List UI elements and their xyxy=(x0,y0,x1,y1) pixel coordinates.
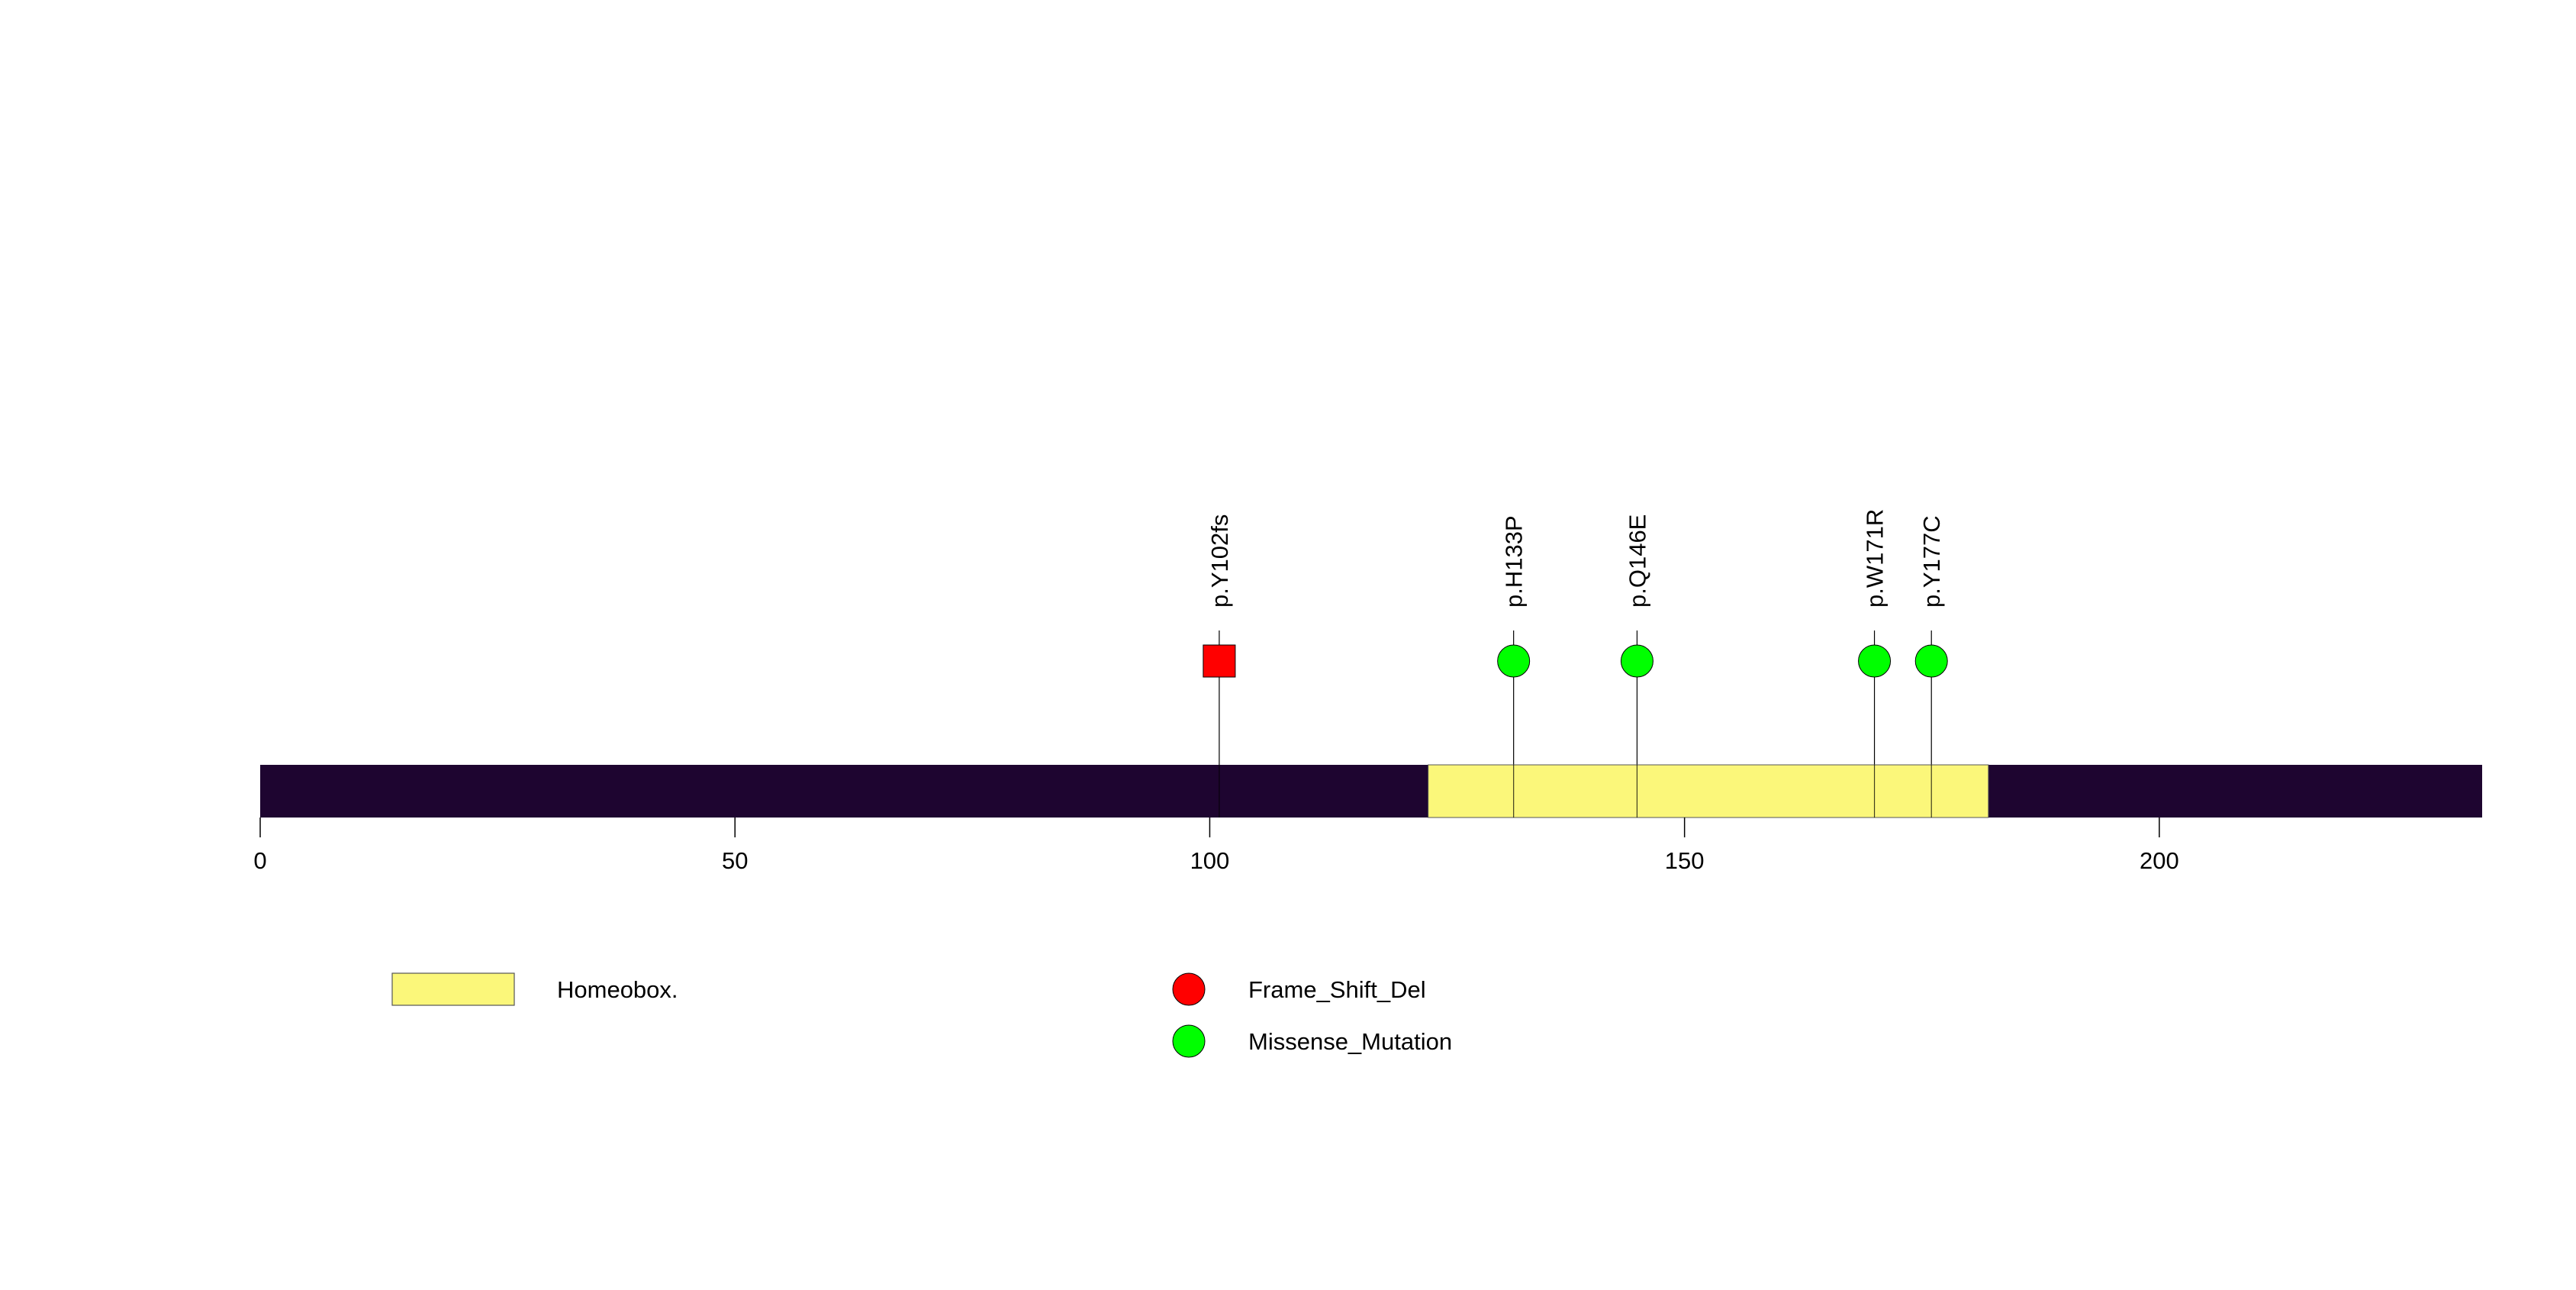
legend-mutation-label: Frame_Shift_Del xyxy=(1248,976,1426,1003)
x-axis: 0 50 100 150 200 xyxy=(253,818,2179,874)
missense-marker xyxy=(1914,644,1948,678)
mutation-label: p.W171R xyxy=(1862,509,1889,608)
missense-marker xyxy=(1497,644,1531,678)
legend-domain-label: Homeobox. xyxy=(557,976,678,1003)
mutation-label: p.Y177C xyxy=(1918,515,1945,608)
missense-marker xyxy=(1858,644,1892,678)
x-tick-label: 100 xyxy=(1190,847,1230,874)
mutation-labels: p.Y102fs p.H133P p.Q146E p.W171R p.Y177C xyxy=(1206,509,1945,608)
mutation-stems-over-domain xyxy=(1219,765,1932,818)
domain-homeobox xyxy=(1428,764,1989,818)
missense-marker xyxy=(1620,644,1653,678)
protein-backbone xyxy=(260,765,2482,818)
mutation-label: p.Y102fs xyxy=(1206,514,1233,608)
legend-mutation-marker xyxy=(1172,1024,1206,1058)
legend-mutation-label: Missense_Mutation xyxy=(1248,1028,1452,1055)
x-tick-label: 0 xyxy=(253,847,266,874)
protein-backbone-group xyxy=(260,764,2482,818)
x-tick-label: 200 xyxy=(2140,847,2179,874)
x-tick-label: 50 xyxy=(722,847,748,874)
mutation-label: p.H133P xyxy=(1501,515,1528,608)
mutation-markers xyxy=(1203,644,1948,678)
mutation-label: p.Q146E xyxy=(1624,514,1650,608)
legend-domain-swatch xyxy=(391,972,515,1006)
legend-mutation-marker xyxy=(1172,972,1206,1006)
legend: Homeobox. Frame_Shift_Del Missense_Mutatio… xyxy=(391,972,1452,1058)
x-tick-label: 150 xyxy=(1665,847,1705,874)
frameshift-marker xyxy=(1203,644,1236,678)
